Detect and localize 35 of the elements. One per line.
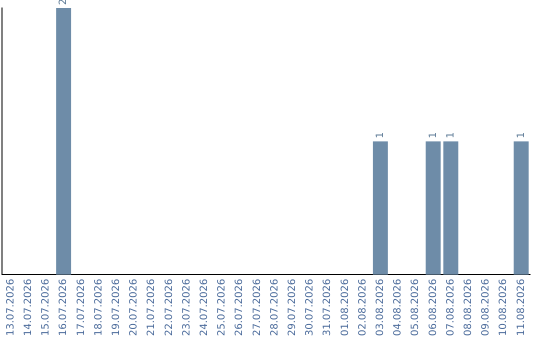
x-tick-label: 25.07.2026 [216,278,228,336]
x-tick-label: 21.07.2026 [146,278,158,336]
data-label: 1 [445,132,456,138]
x-tick-label: 09.08.2026 [480,278,492,336]
x-tick-label: 01.08.2026 [340,278,351,336]
data-label: 1 [428,132,439,138]
x-tick-label: 08.08.2026 [462,278,474,336]
x-tick-label: 11.08.2026 [516,278,527,336]
x-tick-label: 06.08.2026 [428,278,439,336]
x-tick-label: 24.07.2026 [198,278,210,336]
data-label: 1 [516,132,527,138]
x-tick-label: 10.08.2026 [498,278,510,336]
x-tick-label: 26.07.2026 [234,278,246,336]
x-tick-label: 27.07.2026 [252,278,263,336]
x-tick-label: 02.08.2026 [357,278,368,336]
x-tick-label: 18.07.2026 [93,278,104,336]
x-tick-label: 30.07.2026 [304,278,316,336]
x-tick-label: 28.07.2026 [269,278,280,336]
x-tick-label: 29.07.2026 [286,278,298,336]
x-tick-label: 23.07.2026 [181,278,192,336]
x-tick-label: 14.07.2026 [22,278,34,336]
x-tick-label: 05.08.2026 [410,278,422,336]
x-tick-label: 31.07.2026 [322,278,334,336]
data-label: 1 [374,132,386,138]
x-tick-label: 03.08.2026 [374,278,386,336]
x-tick-label: 17.07.2026 [76,278,87,336]
x-tick-label: 07.08.2026 [445,278,456,336]
data-label: 2 [58,0,70,5]
x-tick-label: 13.07.2026 [5,278,16,336]
x-tick-label: 15.07.2026 [40,278,52,336]
x-tick-label: 20.07.2026 [128,278,140,336]
x-tick-label: 04.08.2026 [392,278,404,336]
x-tick-label: 16.07.2026 [58,278,70,336]
x-tick-label: 22.07.2026 [164,278,175,336]
x-tick-label: 19.07.2026 [110,278,122,336]
